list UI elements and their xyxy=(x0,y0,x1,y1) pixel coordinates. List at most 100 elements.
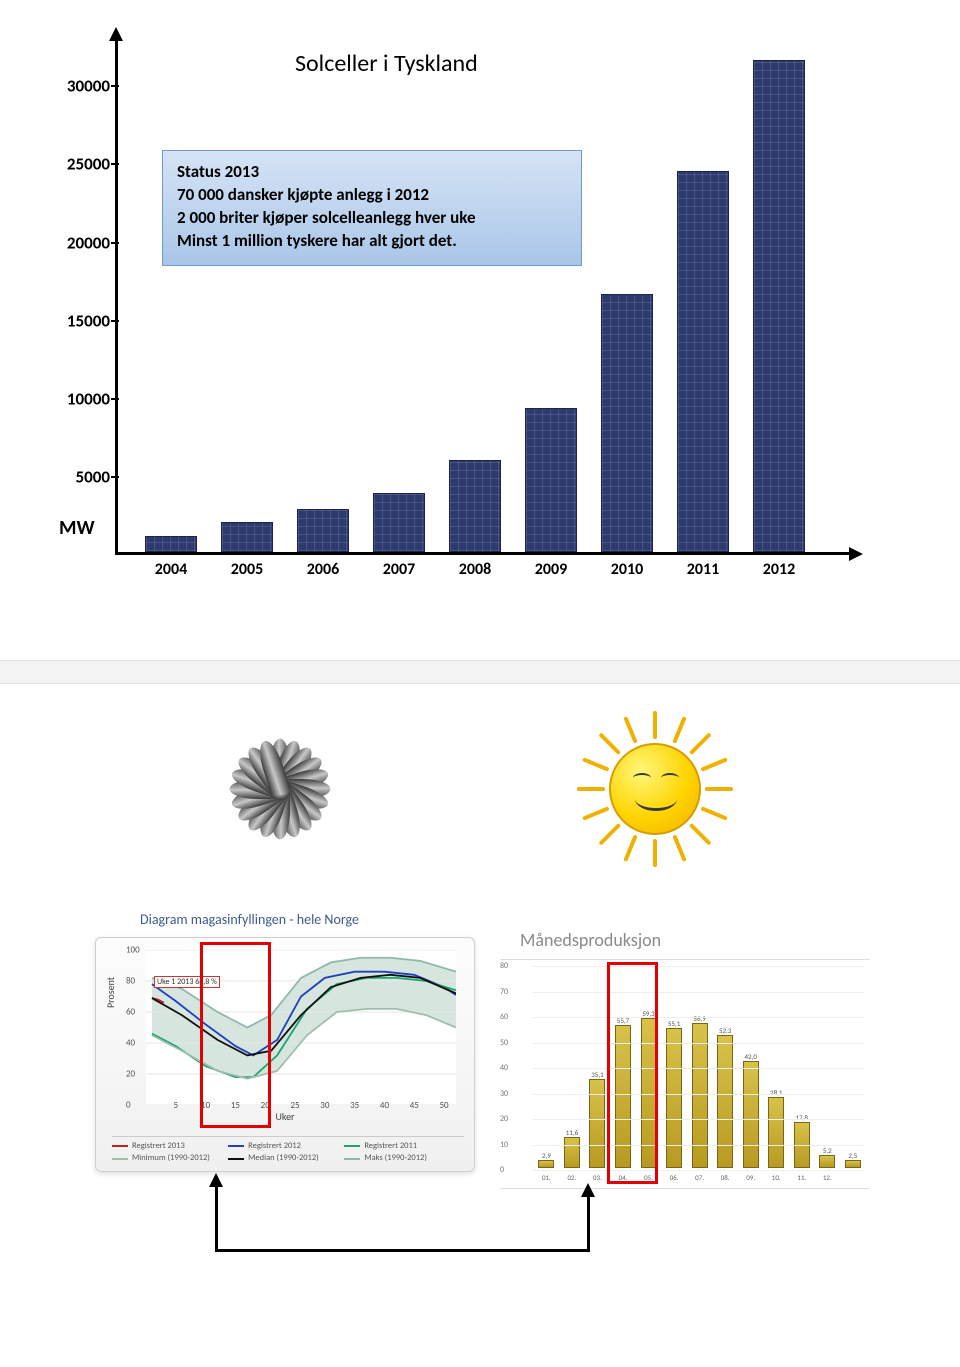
legend-item: Registrert 2011 xyxy=(344,1140,460,1153)
connector-arrow-right xyxy=(581,1183,595,1197)
bar-2008 xyxy=(449,460,501,552)
mp-ytick: 0 xyxy=(500,1165,504,1175)
x-axis xyxy=(115,552,855,555)
mp-gridline xyxy=(532,1145,864,1146)
mp-xlabel: 02. xyxy=(567,1173,576,1182)
chart-area: MW 5000 10000 15000 20000 25000 30000 20… xyxy=(115,55,845,555)
mp-xlabel: 07. xyxy=(695,1173,704,1182)
mp-bar xyxy=(692,1023,708,1168)
x-tick-label: 2012 xyxy=(749,560,809,579)
bar-2006 xyxy=(297,509,349,552)
slide-divider xyxy=(0,660,960,684)
mp-ytick: 30 xyxy=(500,1089,508,1099)
hydro-vs-solar-slide: Diagram magasinfyllingen - hele Norge Pr… xyxy=(0,684,960,1367)
reservoir-linechart: Prosent Uker Uke 1 2013 68,8 % 020406080… xyxy=(95,937,475,1172)
monthchart-title: Månedsproduksjon xyxy=(520,929,661,951)
sun-ray xyxy=(577,787,605,791)
linechart-title: Diagram magasinfyllingen - hele Norge xyxy=(140,911,359,928)
y-tick-label: 15000 xyxy=(55,310,110,331)
sun-ray xyxy=(623,716,637,743)
connector-arrow-left xyxy=(209,1173,223,1187)
lc-ytick: 20 xyxy=(126,1069,135,1080)
linechart-legend: Registrert 2013 Registrert 2012 Registre… xyxy=(112,1136,464,1166)
status-line: Status 2013 xyxy=(177,161,567,184)
y-tick-mark xyxy=(111,85,119,87)
month-production-chart: 2,901. 11,602. 35,103. 55,704. 59,305. 5… xyxy=(500,959,870,1189)
mp-bar xyxy=(589,1079,605,1168)
sun-ray xyxy=(582,806,609,820)
x-tick-label: 2008 xyxy=(445,560,505,579)
sun-ray xyxy=(623,834,637,861)
legend-item: Registrert 2012 xyxy=(228,1140,344,1153)
mp-gridline xyxy=(532,992,864,993)
mp-value: 52,3 xyxy=(719,1026,731,1035)
mp-value: 2,5 xyxy=(848,1151,857,1160)
linechart-ylabel: Prosent xyxy=(104,977,117,1008)
chart-title: Solceller i Tyskland xyxy=(295,49,478,78)
sun-ray xyxy=(672,716,686,743)
connector-horizontal xyxy=(215,1249,590,1252)
x-tick-label: 2011 xyxy=(673,560,733,579)
lc-ytick: 60 xyxy=(126,1007,135,1018)
sun-ray xyxy=(653,711,657,739)
mp-ytick: 80 xyxy=(500,961,508,971)
x-tick-label: 2009 xyxy=(521,560,581,579)
y-tick-label: 30000 xyxy=(55,76,110,97)
sun-ray xyxy=(700,806,727,820)
y-tick-label: 5000 xyxy=(55,466,110,487)
turbine-icon xyxy=(205,714,355,864)
x-tick-label: 2005 xyxy=(217,560,277,579)
y-axis-unit: MW xyxy=(59,516,95,540)
mp-gridline xyxy=(532,1119,864,1120)
y-tick-mark xyxy=(111,163,119,165)
y-tick-mark xyxy=(111,398,119,400)
sun-ray xyxy=(598,732,621,755)
mp-bar xyxy=(666,1028,682,1168)
mp-xlabel: 03. xyxy=(593,1173,602,1182)
linechart-xlabel: Uker xyxy=(96,1110,474,1123)
mp-bar xyxy=(819,1155,835,1168)
lc-xtick: 50 xyxy=(440,1100,449,1111)
mp-ytick: 60 xyxy=(500,1012,508,1022)
sun-ray xyxy=(598,823,621,846)
mp-ytick: 70 xyxy=(500,987,508,997)
mp-xlabel: 06. xyxy=(670,1173,679,1182)
status-line: 2 000 briter kjøper solcelleanlegg hver … xyxy=(177,207,567,230)
bar-2004 xyxy=(145,536,197,552)
x-tick-label: 2006 xyxy=(293,560,353,579)
sun-ray xyxy=(653,839,657,867)
y-tick-label: 25000 xyxy=(55,154,110,175)
y-tick-mark xyxy=(111,242,119,244)
mp-bar xyxy=(743,1061,759,1168)
smiling-sun-icon xyxy=(575,709,735,869)
lc-xtick: 5 xyxy=(174,1100,179,1111)
mp-value: 35,1 xyxy=(591,1070,603,1079)
bar-2005 xyxy=(221,522,273,552)
solar-bar-chart-slide: MW 5000 10000 15000 20000 25000 30000 20… xyxy=(0,0,960,660)
mp-xlabel: 08. xyxy=(721,1173,730,1182)
mp-gridline xyxy=(532,1017,864,1018)
mp-value: 42,0 xyxy=(744,1052,756,1061)
mp-value: 2,9 xyxy=(542,1151,551,1160)
status-2013-box: Status 201370 000 dansker kjøpte anlegg … xyxy=(162,150,582,266)
mp-bar xyxy=(564,1137,580,1168)
mp-gridline xyxy=(532,966,864,967)
bar-2012 xyxy=(753,60,805,552)
mp-ytick: 20 xyxy=(500,1114,508,1124)
mp-bar xyxy=(845,1160,861,1168)
x-tick-label: 2004 xyxy=(141,560,201,579)
mp-gridline xyxy=(532,1094,864,1095)
mp-xlabel: 01. xyxy=(542,1173,551,1182)
y-tick-mark xyxy=(111,476,119,478)
mp-gridline xyxy=(532,1043,864,1044)
status-line: Minst 1 million tyskere har alt gjort de… xyxy=(177,230,567,253)
bar-2007 xyxy=(373,493,425,552)
y-tick-label: 10000 xyxy=(55,388,110,409)
linechart-plot xyxy=(146,950,456,1105)
mp-value: 11,6 xyxy=(566,1128,578,1137)
lc-xtick: 45 xyxy=(410,1100,419,1111)
y-tick-label: 20000 xyxy=(55,232,110,253)
x-tick-label: 2010 xyxy=(597,560,657,579)
mp-value: 28,1 xyxy=(770,1088,782,1097)
mp-xlabel: 10. xyxy=(772,1173,781,1182)
